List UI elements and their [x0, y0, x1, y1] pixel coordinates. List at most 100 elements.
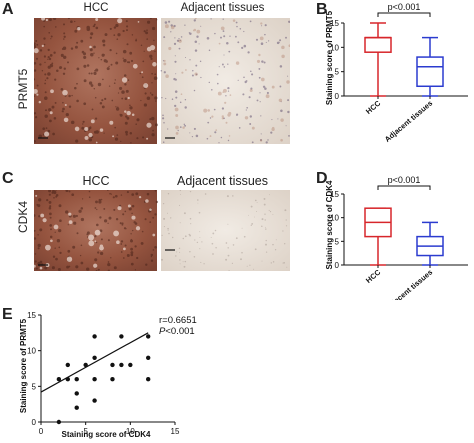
nucleus	[125, 20, 128, 23]
nucleus	[103, 59, 107, 63]
nucleus	[153, 76, 158, 80]
tissue-gap	[68, 212, 72, 216]
nucleus	[126, 61, 129, 64]
nucleus	[34, 260, 37, 263]
nucleus	[204, 193, 207, 195]
nucleus	[149, 92, 152, 94]
nucleus	[227, 63, 229, 65]
nucleus	[52, 255, 56, 258]
tissue-gap	[45, 18, 49, 22]
nucleus	[43, 55, 47, 58]
nucleus	[152, 26, 156, 31]
nucleus	[151, 93, 154, 96]
nucleus	[124, 83, 127, 86]
nucleus	[97, 251, 100, 254]
nucleus	[55, 257, 58, 261]
nucleus	[152, 129, 154, 132]
stain-spot	[168, 46, 172, 51]
nucleus	[119, 86, 123, 90]
tissue-gap	[123, 247, 126, 251]
nucleus	[246, 106, 249, 109]
nucleus	[241, 251, 243, 254]
nucleus	[179, 263, 181, 265]
nucleus	[107, 190, 109, 191]
stain-spot	[271, 126, 275, 130]
tissue-gap	[143, 83, 149, 89]
nucleus	[34, 78, 36, 81]
nucleus	[146, 96, 151, 101]
nucleus	[46, 77, 49, 80]
nucleus	[68, 105, 72, 109]
nucleus	[74, 29, 78, 33]
nucleus	[249, 123, 252, 125]
tissue-gap	[88, 240, 95, 247]
nucleus	[251, 223, 254, 225]
nucleus	[34, 214, 36, 217]
panel-d-y-axis-label: Staining score of CDK4	[325, 180, 334, 269]
nucleus	[261, 60, 264, 63]
panel-b-y-axis-label: Staining score of PRMT5	[325, 10, 334, 105]
nucleus	[264, 213, 266, 215]
panel-e-y-tick-label: 15	[27, 311, 36, 320]
nucleus	[52, 18, 57, 21]
nucleus	[263, 197, 266, 200]
stain-spot	[280, 118, 284, 122]
nucleus	[36, 84, 39, 87]
nucleus	[44, 73, 47, 76]
nucleus	[260, 42, 264, 45]
nucleus	[97, 82, 102, 87]
nucleus	[168, 232, 170, 235]
nucleus	[43, 25, 46, 28]
nucleus	[182, 261, 184, 263]
panel-c-adjacent-image	[161, 190, 290, 271]
nucleus	[114, 137, 119, 141]
nucleus	[131, 204, 135, 208]
nucleus	[37, 234, 39, 236]
nucleus	[179, 251, 181, 253]
panel-e-regression-line	[40, 332, 149, 393]
panel-b-significance-bracket	[377, 12, 431, 17]
nucleus	[146, 192, 150, 196]
nucleus	[122, 57, 124, 59]
nucleus	[112, 196, 115, 199]
panel-e-data-point	[119, 362, 124, 368]
nucleus	[107, 222, 109, 224]
panel-e-data-point	[56, 419, 62, 425]
nucleus	[113, 266, 117, 270]
nucleus	[225, 242, 228, 244]
nucleus	[55, 190, 57, 191]
nucleus	[222, 30, 225, 32]
nucleus	[95, 223, 99, 227]
stain-spot	[175, 125, 179, 130]
nucleus	[103, 219, 108, 223]
panel-e-annotation-p-letter: P	[159, 326, 166, 337]
nucleus	[68, 190, 71, 193]
tissue-gap	[112, 135, 115, 138]
tissue-gap	[126, 110, 131, 116]
nucleus	[86, 231, 90, 235]
nucleus	[110, 257, 112, 259]
nucleus	[108, 216, 112, 220]
nucleus	[59, 219, 62, 223]
nucleus	[129, 132, 133, 135]
nucleus	[67, 18, 71, 20]
nucleus	[226, 195, 229, 198]
nucleus	[229, 35, 231, 37]
nucleus	[95, 130, 99, 134]
nucleus	[83, 64, 87, 68]
tissue-gap	[62, 89, 68, 96]
nucleus	[48, 193, 51, 196]
panel-e-data-point	[74, 391, 79, 396]
nucleus	[49, 54, 53, 57]
nucleus	[88, 72, 91, 75]
panel-letter-c: C	[2, 170, 14, 187]
nucleus	[178, 204, 181, 206]
nucleus	[227, 139, 230, 142]
panel-b-y-tick-label: 5	[335, 68, 340, 77]
nucleus	[184, 56, 187, 59]
nucleus	[262, 85, 266, 89]
nucleus	[175, 73, 177, 75]
tissue-gap	[88, 234, 95, 241]
nucleus	[199, 236, 201, 238]
nucleus	[113, 26, 117, 29]
